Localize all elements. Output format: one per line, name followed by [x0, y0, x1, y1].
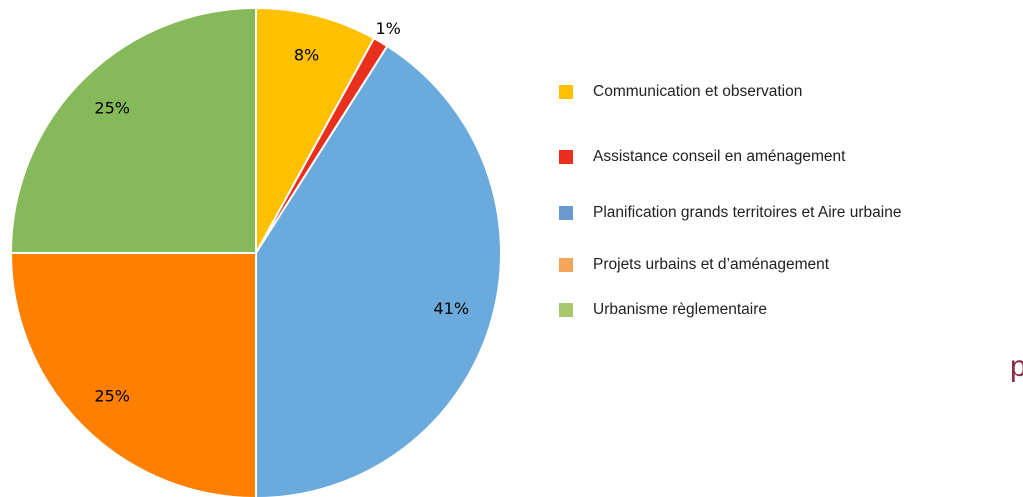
data-label: 41% — [433, 299, 469, 318]
pie-slice — [255, 44, 502, 497]
legend-swatch — [559, 85, 573, 99]
legend-label: Planification grands territoires et Aire… — [593, 204, 901, 221]
legend-swatch — [559, 258, 573, 272]
pie-slice — [255, 6, 376, 254]
data-label: 25% — [94, 99, 130, 118]
cropped-text: p — [1010, 350, 1023, 383]
data-label: 1% — [376, 19, 401, 38]
pie-slice — [9, 6, 257, 254]
pie-slice — [9, 252, 257, 497]
legend-swatch — [559, 150, 573, 164]
legend-label: Communication et observation — [593, 83, 802, 100]
legend-swatch — [559, 206, 573, 220]
legend-label: Urbanisme règlementaire — [593, 301, 767, 318]
data-label: 8% — [294, 46, 319, 65]
legend-label: Projets urbains et d’aménagement — [593, 256, 830, 273]
data-label: 25% — [94, 386, 130, 405]
legend-label: Assistance conseil en aménagement — [593, 148, 846, 165]
legend-swatch — [559, 303, 573, 317]
